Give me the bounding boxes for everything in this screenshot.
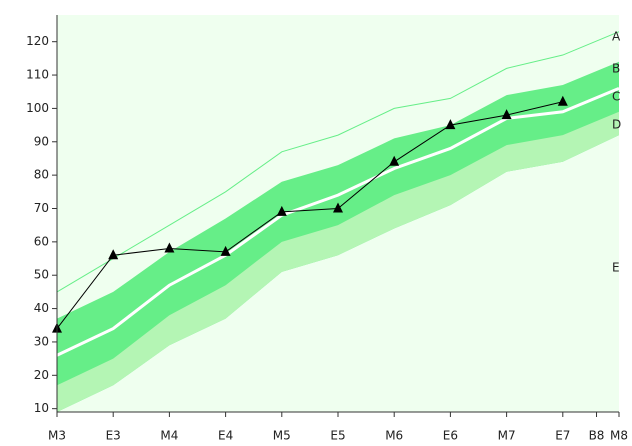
x-tick-label: E7 [555,429,570,443]
series-line [56,101,563,329]
series-label: A [612,30,621,44]
x-tick-label: M8 [610,429,628,443]
x-tick-label: M3 [48,429,66,443]
y-tick-label: 120 [26,34,49,48]
series-label: C [612,90,620,104]
y-tick-label: 40 [34,301,49,315]
band-area [57,111,619,413]
x-tick-label: M7 [498,429,516,443]
marker [108,249,119,260]
marker [389,155,400,166]
marker [164,242,175,253]
plot-area: 10 20 30 40 50 60 70 80 90 100 110 120 M3 E3 M4 E4 M5 E5 M… [26,15,628,443]
x-tick-label: E5 [330,429,345,443]
marker [333,202,343,213]
series-label: E [612,261,620,275]
y-tick-label: 20 [34,368,49,382]
x-tick-label: M4 [160,429,178,443]
y-tick-label: 80 [34,168,49,182]
y-tick-label: 60 [34,234,49,248]
marker [501,109,512,120]
series-line [56,31,620,293]
x-tick-label: M5 [273,429,291,443]
y-tick-label: 30 [34,334,49,348]
y-tick-label: 50 [34,268,49,282]
marker [557,95,568,106]
x-tick-label: E3 [106,429,121,443]
y-tick-label: 90 [34,134,49,148]
y-tick-label: 10 [34,401,49,415]
y-tick-label: 110 [26,68,49,82]
marker [220,245,231,256]
x-tick-label: E6 [443,429,458,443]
marker [445,119,456,130]
series-line [56,87,620,357]
marker [276,205,287,216]
y-tick-label: 70 [34,201,49,215]
y-tick-label: 100 [26,101,49,115]
series-label: D [612,118,621,132]
series-label: B [612,62,620,76]
x-tick-label: M6 [385,429,403,443]
x-tick-label: E4 [218,429,233,443]
x-tick-label: B8 [589,429,605,443]
